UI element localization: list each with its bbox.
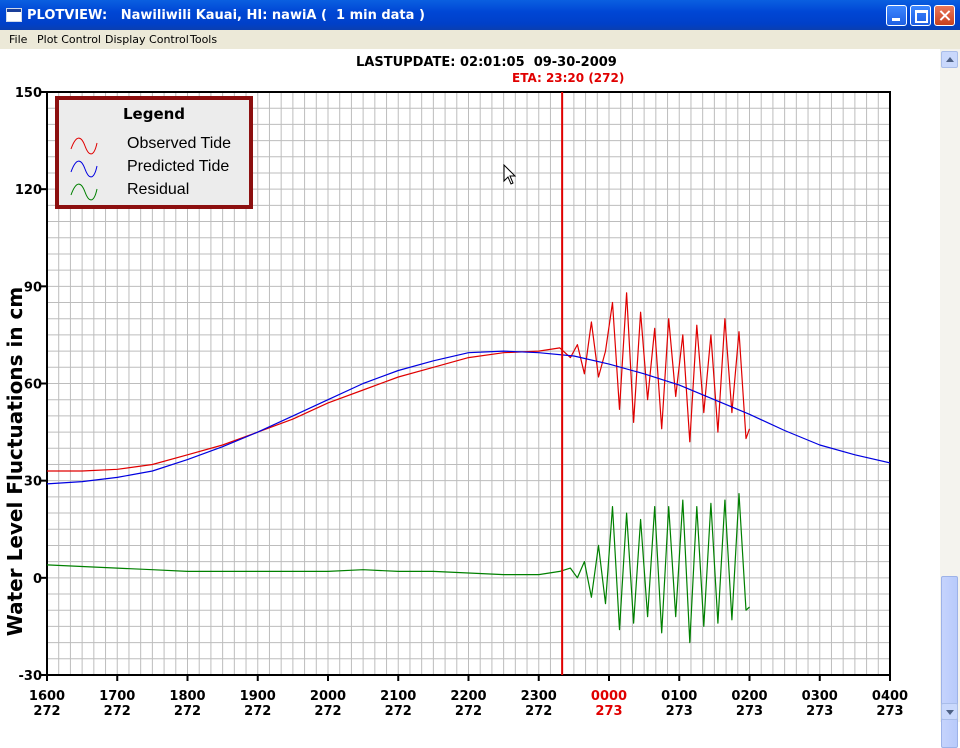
x-tick-day-label: 273 xyxy=(876,704,903,719)
x-tick-label: 2200 xyxy=(450,689,486,704)
scroll-down-arrow-icon[interactable] xyxy=(941,703,958,720)
legend-title: Legend xyxy=(122,105,186,123)
app-icon xyxy=(6,8,22,22)
legend-label-observed: Observed Tide xyxy=(127,135,232,152)
mouse-cursor-icon xyxy=(503,164,517,185)
residual-wave-icon xyxy=(70,183,98,201)
window-titlebar: PLOTVIEW: Nawiliwili Kauai, HI: nawiA ( … xyxy=(0,0,960,30)
menu-file[interactable]: File xyxy=(9,33,28,46)
x-tick-day-label: 272 xyxy=(244,704,271,719)
x-tick-day-label: 272 xyxy=(33,704,60,719)
menu-bar: File Plot Control Display Control Tools xyxy=(0,30,960,49)
scrollbar-thumb[interactable] xyxy=(941,576,958,748)
x-tick-day-label: 272 xyxy=(525,704,552,719)
predicted-wave-icon xyxy=(70,160,98,178)
x-tick-label: 0200 xyxy=(731,689,767,704)
menu-tools[interactable]: Tools xyxy=(190,33,218,46)
x-tick-day-label: 272 xyxy=(174,704,201,719)
x-tick-label: 0300 xyxy=(802,689,838,704)
window-title: PLOTVIEW: Nawiliwili Kauai, HI: nawiA ( … xyxy=(27,8,425,23)
x-tick-label: 0100 xyxy=(661,689,697,704)
legend-label-predicted: Predicted Tide xyxy=(127,158,230,175)
scroll-up-arrow-icon[interactable] xyxy=(941,51,958,68)
predicted-tide-line xyxy=(46,350,891,485)
close-button[interactable] xyxy=(934,5,955,26)
x-tick-label: 1800 xyxy=(169,689,205,704)
y-tick-label: 30 xyxy=(24,475,42,490)
x-tick-day-label: 273 xyxy=(666,704,693,719)
x-tick-label: 0000 xyxy=(591,689,627,704)
y-axis-label: Water Level Fluctuations in cm xyxy=(3,287,27,636)
eta-label: ETA: 23:20 (272) xyxy=(512,71,625,85)
y-tick-label: 90 xyxy=(24,280,42,295)
x-tick-label: 1700 xyxy=(99,689,135,704)
y-tick-label: 120 xyxy=(15,183,42,198)
legend-label-residual: Residual xyxy=(127,181,190,198)
x-tick-day-label: 272 xyxy=(385,704,412,719)
residual-line xyxy=(46,493,750,644)
chart-legend: Legend Observed Tide Predicted Tide Resi… xyxy=(55,96,253,209)
y-tick-label: 60 xyxy=(24,378,42,393)
x-tick-day-label: 272 xyxy=(314,704,341,719)
x-tick-label: 0400 xyxy=(872,689,908,704)
y-tick-label: -30 xyxy=(19,669,43,684)
x-tick-label: 2100 xyxy=(380,689,416,704)
observed-tide-line xyxy=(47,292,751,472)
last-update-label: LASTUPDATE: 02:01:05 09-30-2009 xyxy=(356,55,617,70)
maximize-button[interactable] xyxy=(910,5,931,26)
x-tick-label: 1900 xyxy=(240,689,276,704)
x-tick-label: 1600 xyxy=(29,689,65,704)
x-tick-label: 2000 xyxy=(310,689,346,704)
menu-display-control[interactable]: Display Control xyxy=(105,33,189,46)
x-tick-day-label: 272 xyxy=(455,704,482,719)
y-tick-label: 0 xyxy=(33,572,42,587)
observed-wave-icon xyxy=(70,137,98,155)
minimize-button[interactable] xyxy=(886,5,907,26)
x-tick-day-label: 273 xyxy=(595,704,622,719)
x-tick-day-label: 272 xyxy=(104,704,131,719)
x-tick-label: 2300 xyxy=(521,689,557,704)
tide-chart: -300306090120150160027217002721800272190… xyxy=(3,86,908,719)
menu-plot-control[interactable]: Plot Control xyxy=(37,33,101,46)
x-tick-day-label: 273 xyxy=(736,704,763,719)
x-tick-day-label: 273 xyxy=(806,704,833,719)
y-tick-label: 150 xyxy=(15,86,42,101)
vertical-scrollbar[interactable] xyxy=(940,49,960,748)
